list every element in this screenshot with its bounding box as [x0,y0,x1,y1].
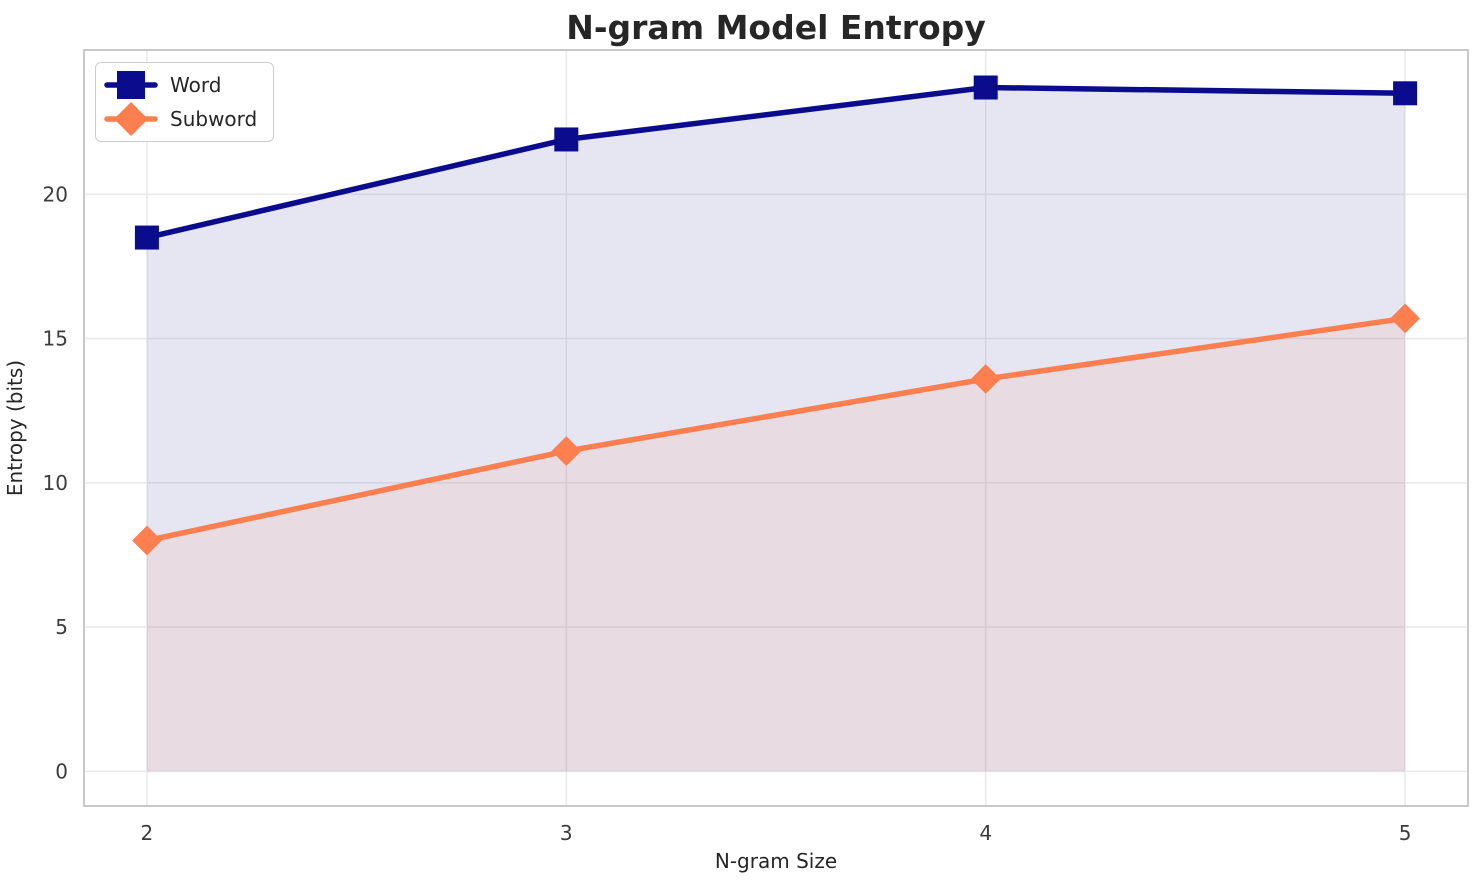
tick-labels: 2 3 4 5 0 5 10 15 20 [43,182,1412,845]
data-point-word [554,127,579,152]
word-series-marker-icon [104,71,158,99]
series-line-word [144,84,1408,241]
area-fill-subword [146,318,1406,772]
x-tick-label: 2 [141,821,154,845]
series-line-subword [144,315,1408,544]
data-point-word [973,75,998,100]
area-fill-word [146,87,1406,772]
plot-border [83,49,1469,807]
y-tick-label: 20 [43,182,68,206]
data-point-subword [1390,303,1420,334]
y-tick-label: 5 [55,615,68,639]
legend-item-word: Word [104,68,257,102]
x-axis-label: N-gram Size [715,849,837,873]
legend-item-subword: Subword [104,102,257,136]
y-axis-label: Entropy (bits) [3,360,27,496]
y-tick-label: 10 [43,471,68,495]
chart-title: N-gram Model Entropy [566,8,986,47]
area-fills [146,87,1406,772]
gridlines [84,50,1468,806]
legend-label-subword: Subword [170,107,258,131]
subword-series-marker-icon [104,102,158,136]
y-tick-label: 0 [55,759,68,783]
data-point-word [134,225,159,250]
x-tick-label: 5 [1399,821,1412,845]
data-point-word [1393,81,1418,106]
x-tick-label: 3 [560,821,573,845]
x-tick-label: 4 [979,821,992,845]
legend-label-word: Word [170,73,222,97]
y-tick-label: 15 [43,327,68,351]
legend: Word Subword [95,62,275,142]
